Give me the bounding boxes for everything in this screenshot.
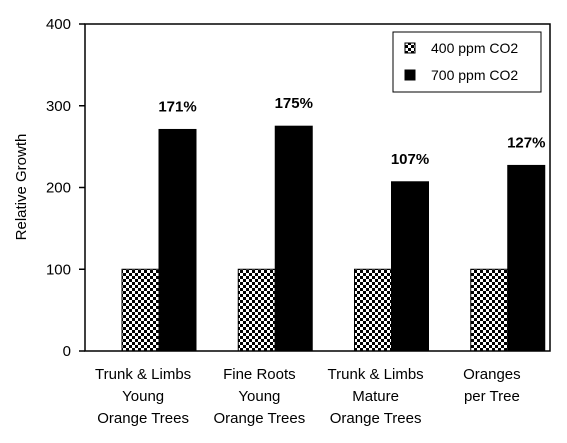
data-labels-group: 171% 175% 107% 127% <box>158 95 545 168</box>
y-tick-label: 0 <box>63 343 71 360</box>
bar-400ppm <box>237 268 276 352</box>
category-label: Orange Trees <box>330 410 422 427</box>
bars-group <box>121 125 546 352</box>
plot-area-frame <box>84 23 551 352</box>
category-labels-group: Trunk & Limbs Young Orange Trees Fine Roots… <box>95 366 521 427</box>
legend: 400 ppm CO2 700 ppm CO2 <box>392 31 542 93</box>
category-label: per Tree <box>464 388 520 405</box>
category-label: Trunk & Limbs <box>328 366 424 383</box>
category-label: Trunk & Limbs <box>95 366 191 383</box>
category-label: Young <box>122 388 164 405</box>
category-label: Young <box>238 388 280 405</box>
category-label: Orange Trees <box>214 410 306 427</box>
bar-700ppm <box>274 125 313 352</box>
bar-700ppm <box>391 181 429 352</box>
y-tick-label: 100 <box>46 261 71 278</box>
bar-400ppm <box>354 268 392 352</box>
y-tick-label: 300 <box>46 98 71 115</box>
data-label: 107% <box>391 151 429 168</box>
legend-label-700ppm: 700 ppm CO2 <box>431 67 518 83</box>
category-label: Fine Roots <box>223 366 296 383</box>
category-label: Mature <box>352 388 399 405</box>
bar-400ppm <box>121 268 160 352</box>
bar-700ppm <box>507 164 546 352</box>
bar-400ppm <box>470 268 509 352</box>
category-label: Oranges <box>463 366 521 383</box>
y-axis-ticks: 0 100 200 300 400 <box>46 16 85 360</box>
data-label: 127% <box>507 134 545 151</box>
data-label: 171% <box>158 98 196 115</box>
y-axis-title: Relative Growth <box>13 134 30 241</box>
legend-swatch-400ppm <box>404 42 416 54</box>
legend-frame <box>392 31 542 93</box>
legend-label-400ppm: 400 ppm CO2 <box>431 40 518 56</box>
legend-swatch-700ppm <box>404 69 416 81</box>
bar-700ppm <box>158 128 197 352</box>
category-label: Orange Trees <box>97 410 189 427</box>
y-tick-label: 200 <box>46 180 71 197</box>
y-tick-label: 400 <box>46 16 71 33</box>
data-label: 175% <box>275 95 313 112</box>
